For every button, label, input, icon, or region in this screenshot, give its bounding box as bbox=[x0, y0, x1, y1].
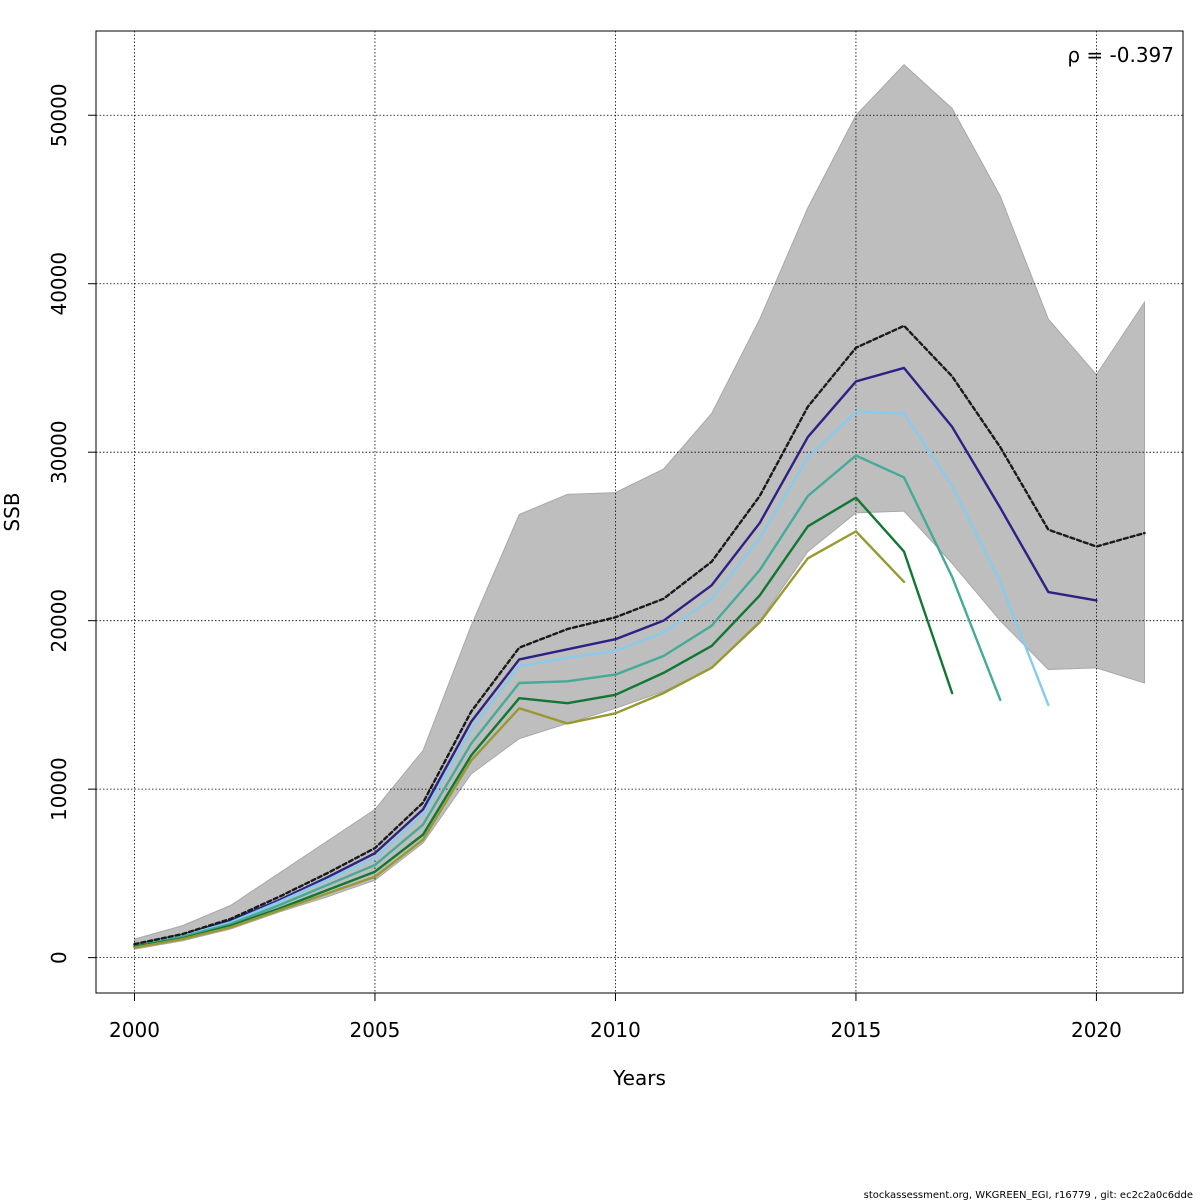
x-tick-label: 2010 bbox=[590, 1018, 641, 1042]
x-tick-label: 2015 bbox=[830, 1018, 881, 1042]
y-tick-label: 0 bbox=[47, 951, 71, 964]
series-line bbox=[133, 366, 1098, 947]
gridlines bbox=[96, 31, 1183, 993]
confidence-band bbox=[133, 63, 1146, 950]
x-tick-label: 2005 bbox=[350, 1018, 401, 1042]
series-line bbox=[133, 324, 1146, 946]
footer-credit: stockassessment.org, WKGREEN_EGI, r16779… bbox=[864, 1190, 1193, 1200]
axes: 2000 2005 2010 2015 2020 0 10000 20000 30000 4000… bbox=[47, 83, 1122, 1042]
y-tick-label: 10000 bbox=[47, 757, 71, 821]
confidence-band-layer bbox=[133, 63, 1146, 950]
plot-frame bbox=[95, 30, 1184, 994]
series-line bbox=[133, 410, 1050, 947]
series-line bbox=[133, 530, 906, 949]
x-axis-title: Years bbox=[612, 1066, 666, 1090]
series-line bbox=[133, 496, 954, 948]
y-tick-label: 40000 bbox=[47, 252, 71, 316]
y-axis-title: SSB bbox=[0, 492, 24, 531]
rho-annotation: ρ = -0.397 bbox=[1067, 43, 1174, 67]
x-tick-label: 2020 bbox=[1071, 1018, 1122, 1042]
y-tick-label: 50000 bbox=[47, 83, 71, 147]
y-tick-label: 20000 bbox=[47, 589, 71, 653]
x-tick-label: 2000 bbox=[109, 1018, 160, 1042]
series-line bbox=[133, 454, 1002, 948]
y-tick-label: 30000 bbox=[47, 420, 71, 484]
series-lines bbox=[133, 324, 1146, 949]
